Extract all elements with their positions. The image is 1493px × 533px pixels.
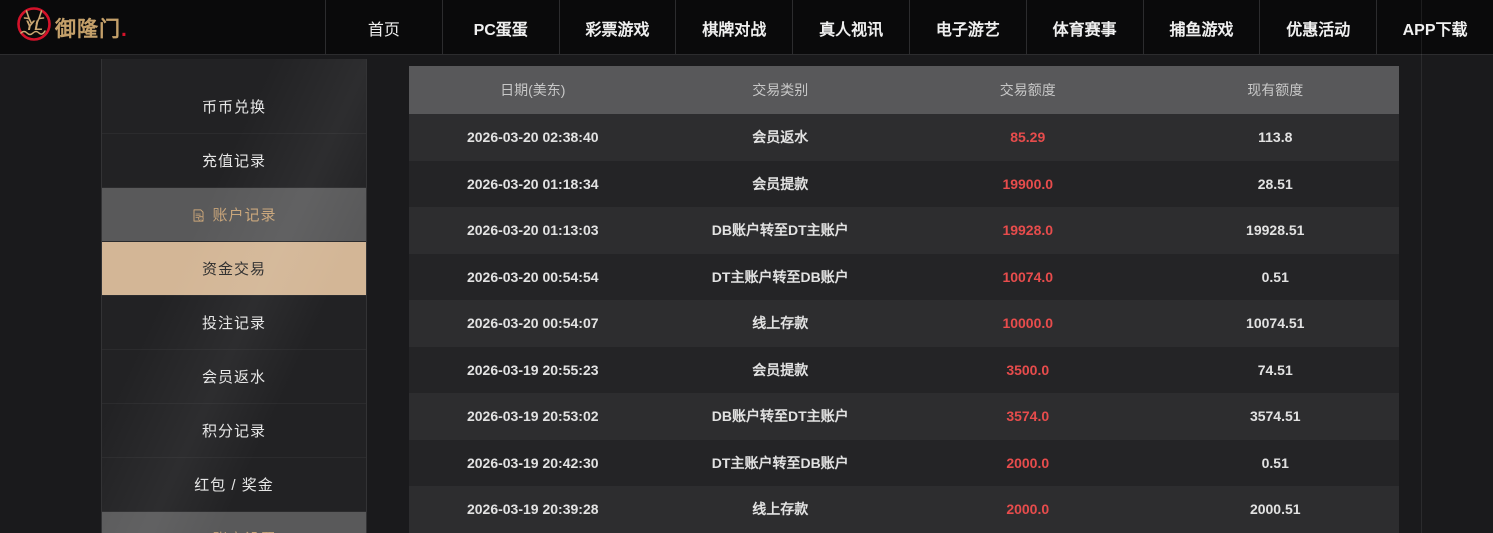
svg-text:YL: YL (25, 17, 43, 33)
